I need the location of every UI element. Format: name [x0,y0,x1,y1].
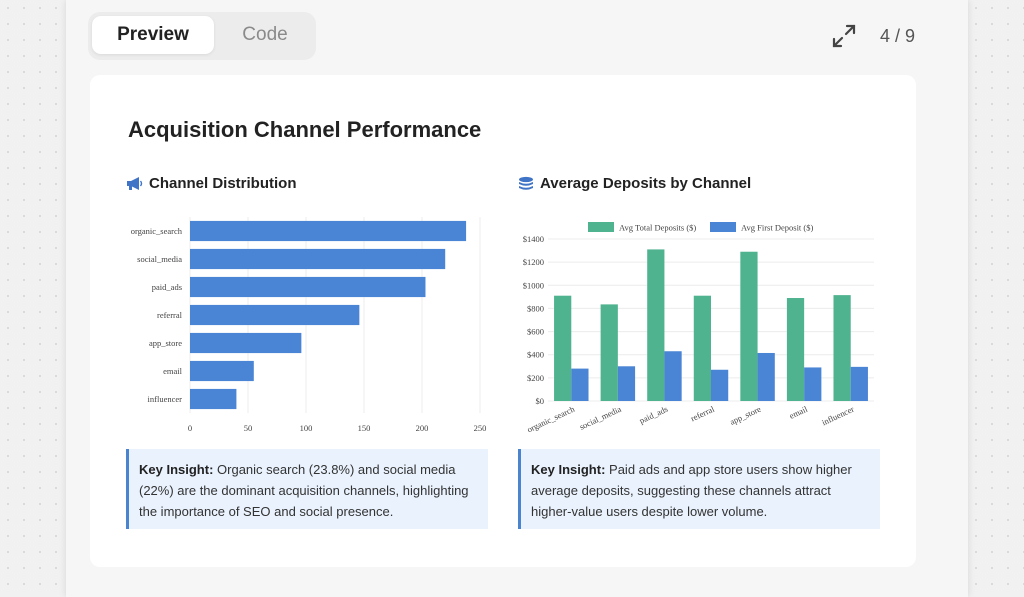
y-tick-label: referral [157,310,183,320]
tab-preview[interactable]: Preview [92,16,214,54]
legend-swatch [588,222,614,232]
bar [617,366,636,401]
x-tick-label: social_media [578,404,623,432]
x-tick-label: 50 [244,423,253,433]
x-tick-label: 100 [300,423,313,433]
x-tick-label: paid_ads [638,404,670,426]
y-tick-label: email [163,366,183,376]
y-tick-label: $1400 [523,234,544,244]
bar [554,295,572,401]
bar [190,276,426,298]
y-tick-label: $200 [527,373,544,383]
legend-swatch [710,222,736,232]
x-tick-label: referral [689,403,716,423]
bar [786,298,805,401]
bar [190,388,237,410]
bar [664,351,682,401]
view-tabs: Preview Code [88,12,316,60]
legend-label: Avg First Deposit ($) [741,223,813,233]
x-tick-label: 200 [416,423,429,433]
bar [757,352,775,401]
x-tick-label: influencer [820,404,856,428]
page-indicator: 4 / 9 [880,26,916,46]
y-tick-label: paid_ads [152,282,182,292]
bar [600,304,618,401]
page-title: Acquisition Channel Performance [128,117,482,142]
insight-text: Organic search (23.8%) and social media … [139,462,469,519]
x-tick-label: organic_search [525,403,576,434]
x-tick-label: 150 [358,423,371,433]
expand-arrows-icon[interactable] [830,22,858,50]
bar [833,295,851,401]
x-tick-label: email [788,403,810,420]
tab-code[interactable]: Code [242,24,288,45]
bar [850,366,868,401]
y-tick-label: $400 [527,350,544,360]
insight-box-left: Key Insight: Organic search (23.8%) and … [126,449,488,529]
section-title: Channel Distribution [149,175,297,192]
y-tick-label: $1000 [523,280,544,290]
average-deposits-heading: Average Deposits by Channel [518,175,751,192]
insight-label: Key Insight: [139,462,214,477]
dotted-background-left [0,0,66,597]
bar [190,220,467,242]
dotted-background-right [968,0,1024,597]
bar [190,332,302,354]
legend-label: Avg Total Deposits ($) [619,223,696,233]
y-tick-label: $0 [536,396,545,406]
y-tick-label: organic_search [131,226,183,236]
y-tick-label: app_store [149,338,182,348]
report-card: Acquisition Channel Performance Channel … [90,75,916,567]
insight-text: Paid ads and app store users show higher… [531,462,852,519]
bar [647,249,665,401]
y-tick-label: social_media [137,254,182,264]
bar [190,248,446,270]
y-tick-label: $600 [527,327,544,337]
megaphone-icon [127,177,143,190]
insight-label: Key Insight: [531,462,606,477]
coins-icon [519,176,533,190]
insight-box-right: Key Insight: Paid ads and app store user… [518,449,880,529]
channel-distribution-heading: Channel Distribution [126,175,297,192]
y-tick-label: $1200 [523,257,544,267]
bar [711,369,729,401]
y-tick-label: $800 [527,303,544,313]
bar [804,367,822,401]
average-deposits-chart: $0 $200 $400 $600 $800 $1000 $1200 $1400 Avg Tot… [523,222,874,434]
y-tick-label: influencer [148,394,183,404]
bar [190,360,254,382]
x-tick-label: 0 [188,423,192,433]
bar [740,251,758,401]
x-tick-label: app_store [728,404,762,427]
x-tick-label: 250 [474,423,487,433]
section-title: Average Deposits by Channel [540,175,752,192]
bar [693,295,711,401]
channel-distribution-chart: 0 50 100 150 200 250 organic_search social_medi… [131,217,487,433]
bar [571,368,589,401]
bar [190,304,360,326]
